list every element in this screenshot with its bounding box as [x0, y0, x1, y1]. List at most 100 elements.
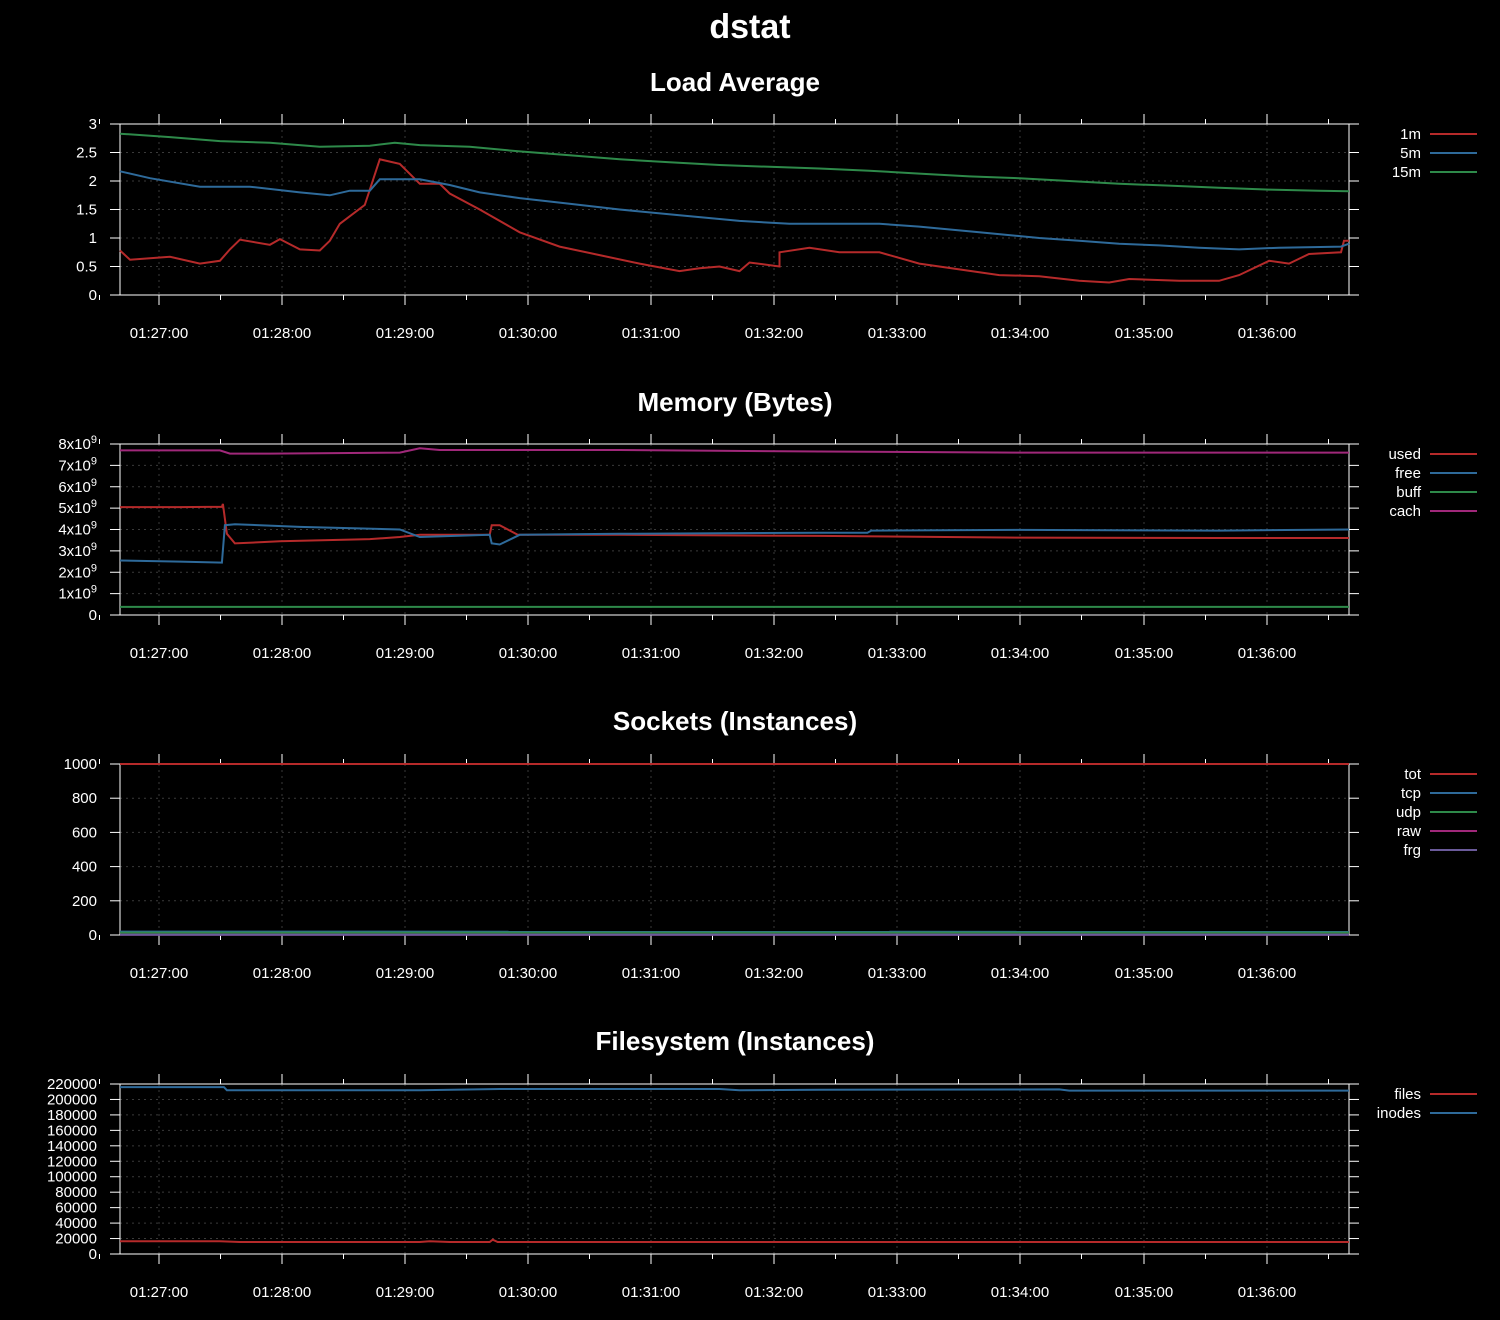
legend-label-inodes: inodes [1377, 1105, 1421, 1122]
series-line-1m [119, 158, 1349, 284]
x-tick-label: 01:33:00 [868, 325, 926, 342]
x-tick-label: 01:34:00 [991, 965, 1049, 982]
x-tick-label: 01:33:00 [868, 645, 926, 662]
x-tick-label: 01:28:00 [253, 325, 311, 342]
y-tick-label: 0 [89, 927, 97, 944]
y-tick-label: 400 [72, 859, 97, 876]
x-tick-label: 01:27:00 [130, 645, 188, 662]
x-tick-label: 01:27:00 [130, 1284, 188, 1301]
y-tick-label: 2.5 [76, 145, 97, 162]
x-tick-label: 01:35:00 [1115, 645, 1173, 662]
y-tick-label: 40000 [55, 1215, 97, 1232]
y-tick-label: 1000 [64, 756, 97, 773]
x-tick-label: 01:35:00 [1115, 965, 1173, 982]
chart-title: Sockets (Instances) [613, 706, 857, 736]
y-tick-label: 100000 [47, 1169, 97, 1186]
x-tick-label: 01:30:00 [499, 325, 557, 342]
y-tick-label: 2x109 [58, 562, 97, 581]
chart-panel-0: Load Average 0 0.5 1 1.5 2 2.5 3 01:27:00 01:28:0… [76, 67, 1477, 342]
x-tick-label: 01:32:00 [745, 965, 803, 982]
chart-title: Memory (Bytes) [637, 387, 832, 417]
legend-label-free: free [1395, 465, 1421, 482]
y-tick-label: 200 [72, 893, 97, 910]
x-tick-label: 01:29:00 [376, 325, 434, 342]
y-tick-label: 5x109 [58, 498, 97, 517]
x-tick-label: 01:33:00 [868, 965, 926, 982]
chart-panel-1: Memory (Bytes) 0 1x109 2x109 3x109 4x109 5x109… [58, 387, 1477, 662]
x-tick-label: 01:34:00 [991, 645, 1049, 662]
y-tick-label: 0 [89, 1246, 97, 1263]
x-tick-label: 01:29:00 [376, 965, 434, 982]
x-tick-label: 01:32:00 [745, 645, 803, 662]
legend-label-buff: buff [1396, 484, 1422, 501]
x-tick-label: 01:29:00 [376, 645, 434, 662]
y-tick-label: 20000 [55, 1231, 97, 1248]
x-tick-label: 01:33:00 [868, 1284, 926, 1301]
x-tick-label: 01:32:00 [745, 325, 803, 342]
y-tick-label: 0.5 [76, 259, 97, 276]
y-tick-label: 7x109 [58, 455, 97, 474]
y-tick-label: 0 [89, 287, 97, 304]
x-tick-label: 01:34:00 [991, 325, 1049, 342]
y-tick-label: 0 [89, 607, 97, 624]
series-line-files [120, 1238, 1349, 1243]
y-tick-label: 80000 [55, 1184, 97, 1201]
chart-title: Load Average [650, 67, 820, 97]
x-tick-label: 01:29:00 [376, 1284, 434, 1301]
y-tick-label: 2 [89, 173, 97, 190]
y-tick-label: 180000 [47, 1107, 97, 1124]
chart-title: Filesystem (Instances) [596, 1026, 875, 1056]
chart-panel-2: Sockets (Instances) 0 200 400 600 800 1000 01:2… [64, 706, 1477, 982]
series-line-used [120, 503, 1349, 545]
x-tick-label: 01:30:00 [499, 965, 557, 982]
legend-label-tcp: tcp [1401, 785, 1421, 802]
y-tick-label: 160000 [47, 1122, 97, 1139]
x-tick-label: 01:28:00 [253, 1284, 311, 1301]
x-tick-label: 01:31:00 [622, 325, 680, 342]
x-tick-label: 01:28:00 [253, 965, 311, 982]
y-tick-label: 140000 [47, 1138, 97, 1155]
legend-label-tot: tot [1404, 766, 1422, 783]
x-tick-label: 01:30:00 [499, 1284, 557, 1301]
y-tick-label: 1.5 [76, 202, 97, 219]
x-tick-label: 01:35:00 [1115, 1284, 1173, 1301]
y-tick-label: 200000 [47, 1091, 97, 1108]
y-tick-label: 800 [72, 790, 97, 807]
x-tick-label: 01:30:00 [499, 645, 557, 662]
x-tick-label: 01:35:00 [1115, 325, 1173, 342]
x-tick-label: 01:31:00 [622, 645, 680, 662]
x-tick-label: 01:32:00 [745, 1284, 803, 1301]
legend-label-used: used [1388, 446, 1421, 463]
legend-label-raw: raw [1397, 823, 1421, 840]
main-title: dstat [709, 8, 791, 46]
x-tick-label: 01:36:00 [1238, 965, 1296, 982]
x-tick-label: 01:31:00 [622, 965, 680, 982]
legend-label-frg: frg [1403, 842, 1421, 859]
y-tick-label: 600 [72, 824, 97, 841]
legend-label-cach: cach [1389, 503, 1421, 520]
legend-label-15m: 15m [1392, 164, 1421, 181]
legend-label-1m: 1m [1400, 126, 1421, 143]
y-tick-label: 3x109 [58, 541, 97, 560]
y-tick-label: 3 [89, 116, 97, 133]
x-tick-label: 01:36:00 [1238, 645, 1296, 662]
y-tick-label: 8x109 [58, 434, 97, 453]
series-line-cach [120, 447, 1349, 455]
y-tick-label: 1 [89, 230, 97, 247]
y-tick-label: 1x109 [58, 584, 97, 603]
y-tick-label: 6x109 [58, 477, 97, 496]
series-line-free [119, 523, 1350, 564]
series-line-15m [119, 132, 1350, 193]
legend-label-udp: udp [1396, 804, 1421, 821]
x-tick-label: 01:28:00 [253, 645, 311, 662]
y-tick-label: 220000 [47, 1076, 97, 1093]
series-line-inodes [120, 1086, 1349, 1092]
chart-panel-3: Filesystem (Instances) 020000400006000080… [47, 1026, 1477, 1301]
legend-label-files: files [1394, 1086, 1421, 1103]
x-tick-label: 01:36:00 [1238, 325, 1296, 342]
y-tick-label: 4x109 [58, 520, 97, 539]
x-tick-label: 01:34:00 [991, 1284, 1049, 1301]
y-tick-label: 120000 [47, 1153, 97, 1170]
x-tick-label: 01:31:00 [622, 1284, 680, 1301]
